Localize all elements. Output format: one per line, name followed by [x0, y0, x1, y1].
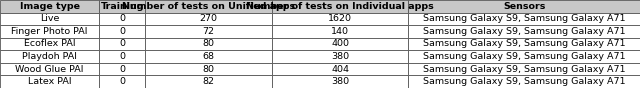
Bar — [99, 13, 145, 25]
Bar — [408, 75, 640, 88]
Bar — [99, 63, 145, 75]
Text: 0: 0 — [119, 77, 125, 86]
Bar — [408, 13, 640, 25]
Bar — [99, 0, 145, 13]
Text: 400: 400 — [331, 40, 349, 48]
Text: 404: 404 — [331, 65, 349, 74]
Text: Playdoh PAI: Playdoh PAI — [22, 52, 77, 61]
Text: 1620: 1620 — [328, 14, 352, 23]
Bar — [272, 38, 408, 50]
Bar — [145, 13, 272, 25]
Bar — [145, 0, 272, 13]
Text: Ecoflex PAI: Ecoflex PAI — [24, 40, 76, 48]
Text: 68: 68 — [203, 52, 214, 61]
Bar — [0, 75, 99, 88]
Bar — [0, 13, 99, 25]
Text: Samsung Galaxy S9, Samsung Galaxy A71: Samsung Galaxy S9, Samsung Galaxy A71 — [423, 65, 625, 74]
Bar — [0, 25, 99, 38]
Bar — [408, 38, 640, 50]
Bar — [99, 38, 145, 50]
Bar — [408, 63, 640, 75]
Text: Samsung Galaxy S9, Samsung Galaxy A71: Samsung Galaxy S9, Samsung Galaxy A71 — [423, 14, 625, 23]
Text: 0: 0 — [119, 52, 125, 61]
Text: 380: 380 — [331, 52, 349, 61]
Text: Live: Live — [40, 14, 60, 23]
Text: Image type: Image type — [20, 2, 79, 11]
Bar — [272, 13, 408, 25]
Bar — [145, 38, 272, 50]
Bar — [272, 50, 408, 63]
Bar — [0, 50, 99, 63]
Text: Samsung Galaxy S9, Samsung Galaxy A71: Samsung Galaxy S9, Samsung Galaxy A71 — [423, 27, 625, 36]
Bar — [0, 63, 99, 75]
Bar — [408, 0, 640, 13]
Bar — [99, 50, 145, 63]
Text: 380: 380 — [331, 77, 349, 86]
Text: Sensors: Sensors — [503, 2, 545, 11]
Bar — [145, 63, 272, 75]
Bar — [272, 0, 408, 13]
Bar — [408, 25, 640, 38]
Text: Samsung Galaxy S9, Samsung Galaxy A71: Samsung Galaxy S9, Samsung Galaxy A71 — [423, 40, 625, 48]
Text: 270: 270 — [200, 14, 218, 23]
Bar — [145, 50, 272, 63]
Text: 72: 72 — [203, 27, 214, 36]
Bar — [272, 25, 408, 38]
Bar — [99, 75, 145, 88]
Text: 82: 82 — [203, 77, 214, 86]
Text: Samsung Galaxy S9, Samsung Galaxy A71: Samsung Galaxy S9, Samsung Galaxy A71 — [423, 77, 625, 86]
Text: 140: 140 — [331, 27, 349, 36]
Text: Latex PAI: Latex PAI — [28, 77, 72, 86]
Bar — [272, 75, 408, 88]
Text: Training: Training — [100, 2, 144, 11]
Text: 80: 80 — [203, 40, 214, 48]
Text: Number of tests on Unified apps: Number of tests on Unified apps — [122, 2, 295, 11]
Bar — [145, 75, 272, 88]
Text: Number of tests on Individual apps: Number of tests on Individual apps — [246, 2, 434, 11]
Text: Finger Photo PAI: Finger Photo PAI — [12, 27, 88, 36]
Text: 0: 0 — [119, 14, 125, 23]
Text: 0: 0 — [119, 65, 125, 74]
Text: Samsung Galaxy S9, Samsung Galaxy A71: Samsung Galaxy S9, Samsung Galaxy A71 — [423, 52, 625, 61]
Bar — [272, 63, 408, 75]
Bar — [408, 50, 640, 63]
Bar — [145, 25, 272, 38]
Bar — [0, 0, 99, 13]
Text: 0: 0 — [119, 27, 125, 36]
Text: Wood Glue PAI: Wood Glue PAI — [15, 65, 84, 74]
Bar — [99, 25, 145, 38]
Text: 80: 80 — [203, 65, 214, 74]
Bar — [0, 38, 99, 50]
Text: 0: 0 — [119, 40, 125, 48]
